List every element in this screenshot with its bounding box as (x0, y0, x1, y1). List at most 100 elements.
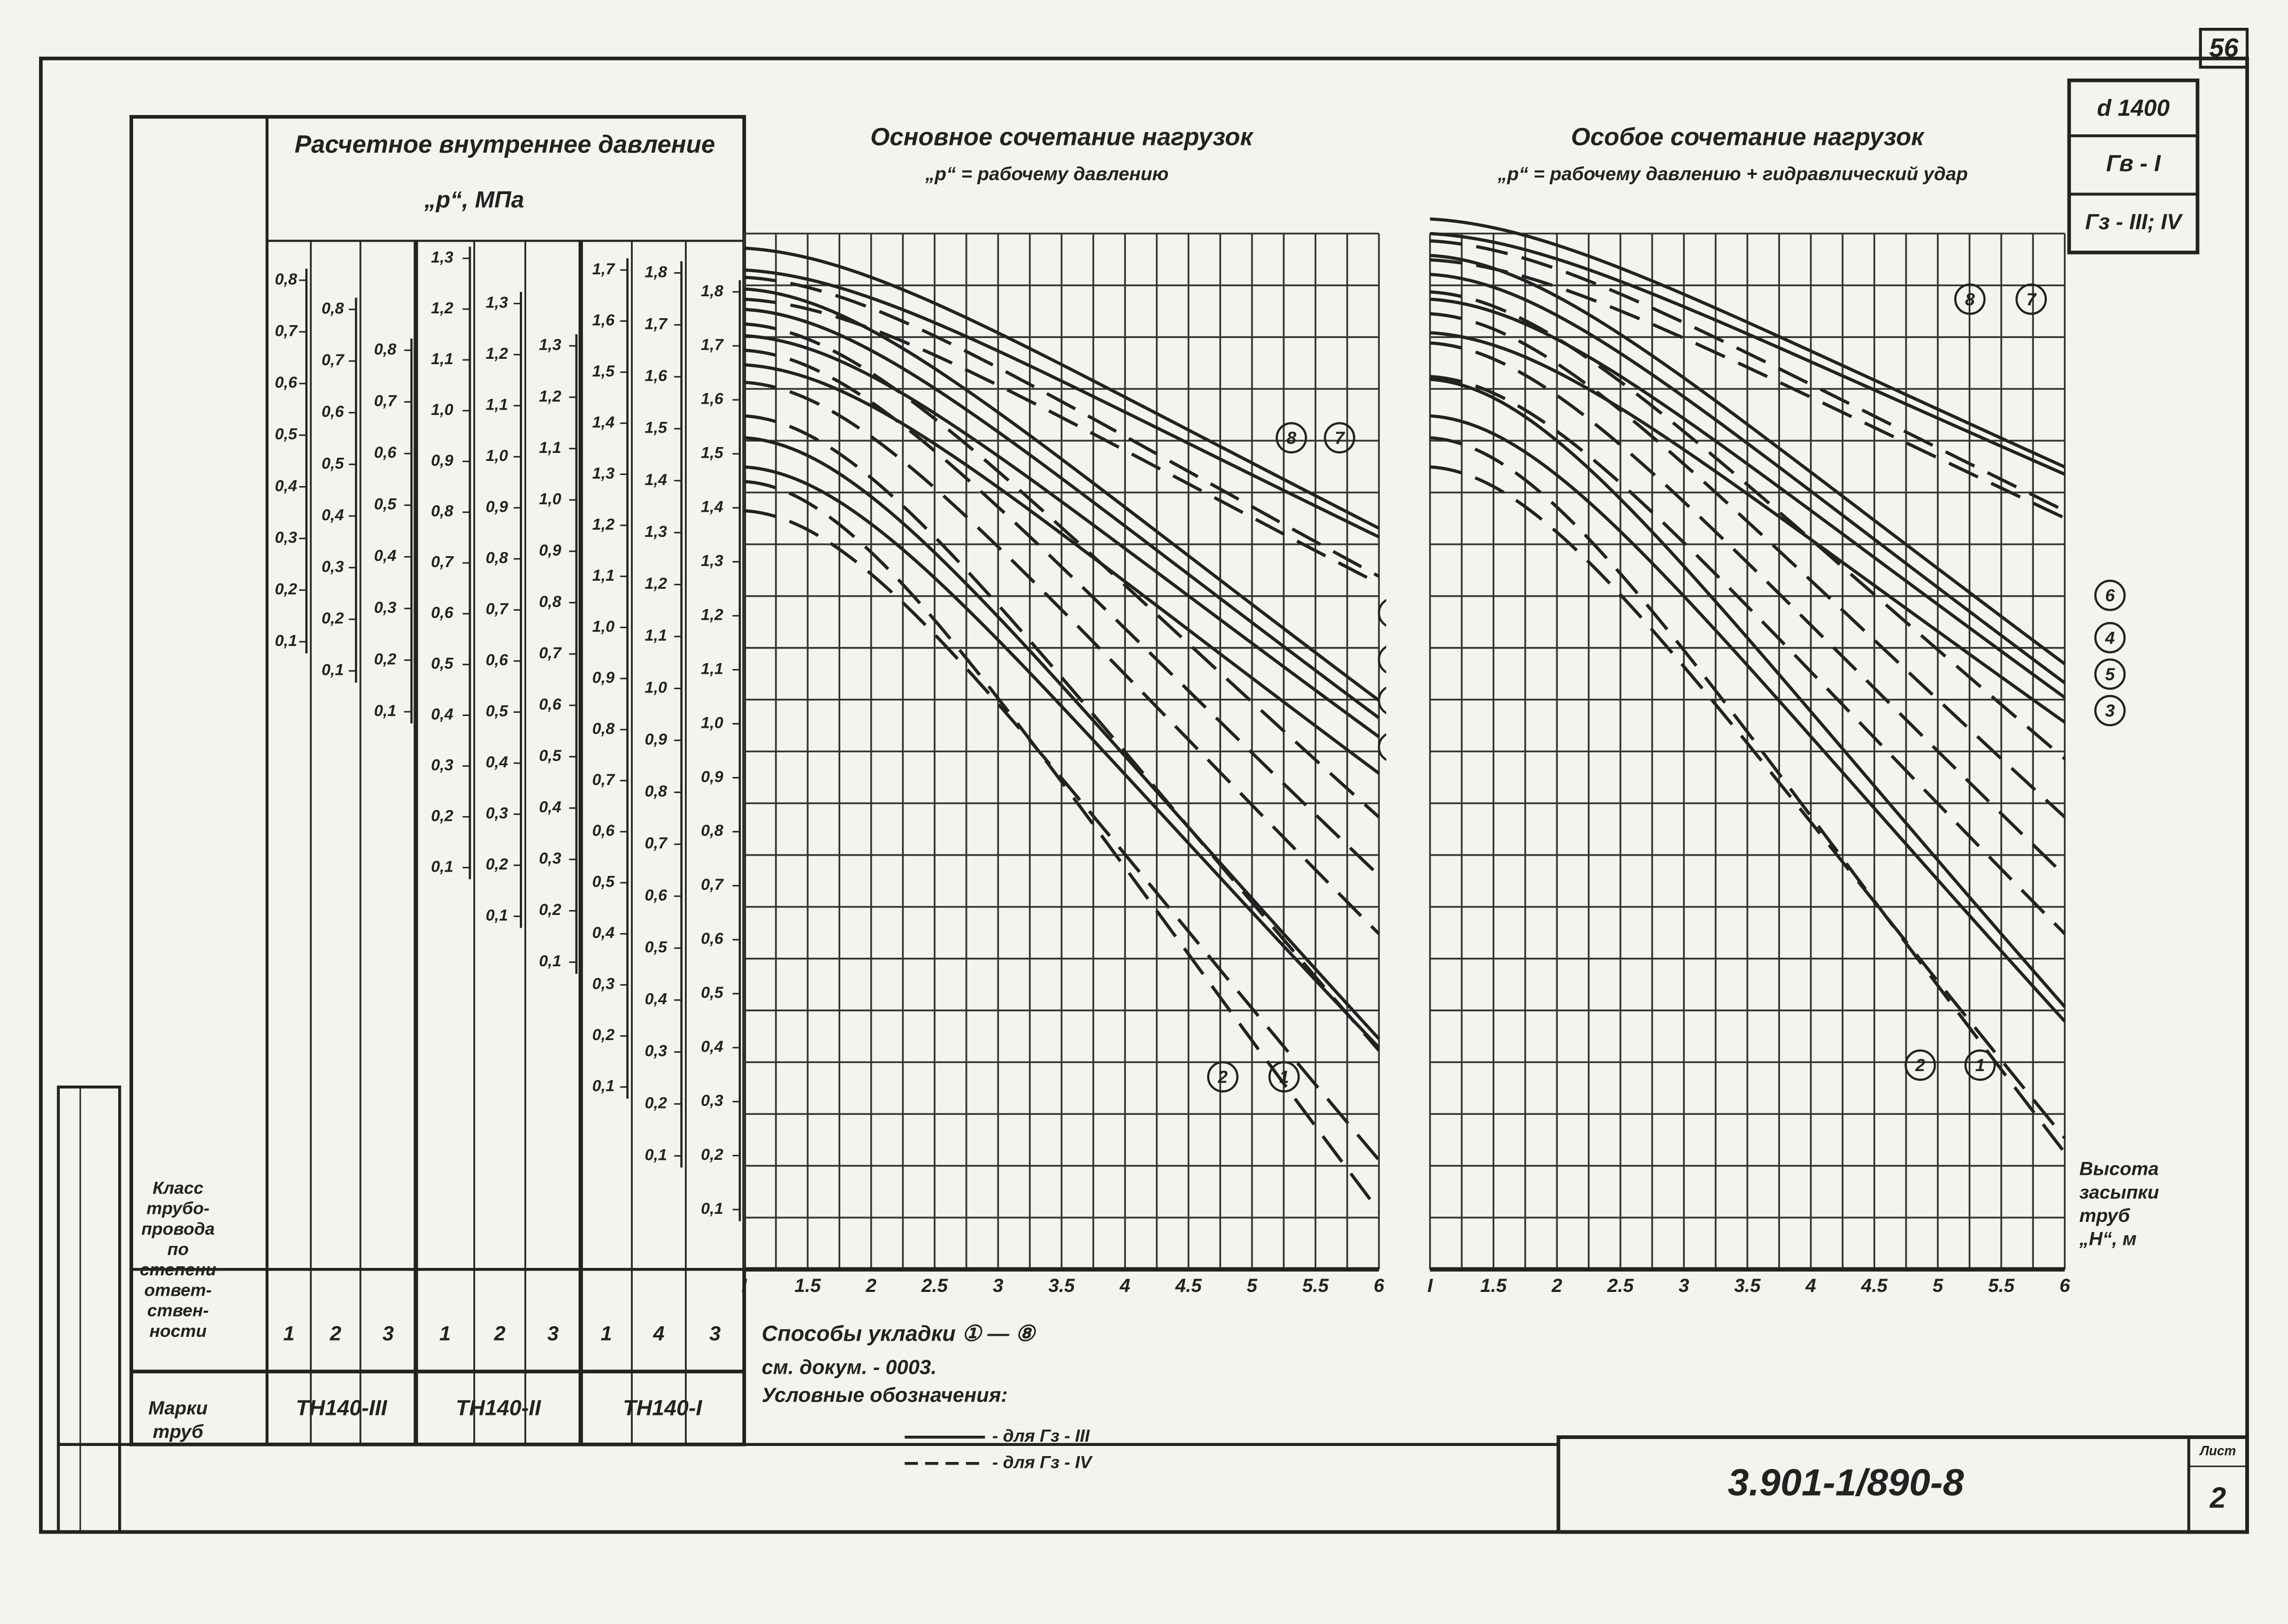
legend-text: - для Гз - III (992, 1426, 1090, 1445)
scale-label: 1,2 (701, 606, 724, 624)
curve-solid (744, 436, 1380, 1040)
scale-label: 0,3 (539, 850, 562, 867)
curve-solid (744, 334, 1380, 738)
class-label: ности (149, 1321, 206, 1341)
side-stamp (57, 1086, 121, 1534)
scale-label: 0,1 (645, 1146, 667, 1164)
scale-label: 0,2 (539, 901, 562, 919)
scale-label: 0,7 (701, 876, 724, 894)
scale-label: 0,4 (645, 990, 667, 1008)
scale-label: 0,8 (374, 341, 396, 358)
curve-dashed (744, 348, 1380, 877)
scale-label: 0,2 (374, 650, 396, 668)
x-label: 5 (1932, 1275, 1944, 1296)
curve-marker (1964, 1049, 1996, 1081)
scale-label: 0,5 (374, 496, 397, 513)
x-label: 2 (1551, 1275, 1562, 1296)
frame (39, 56, 2249, 1534)
scale-label: 0,9 (539, 542, 562, 559)
scale-label: 0,5 (539, 747, 562, 765)
mark-label: ТН140-III (296, 1396, 388, 1420)
class-number: 1 (283, 1322, 295, 1345)
scale-label: 1,3 (592, 465, 615, 482)
scale-label: 0,3 (592, 975, 615, 993)
scale-label: 0,8 (701, 822, 724, 840)
stamp-sheet-label: Лист (2199, 1444, 2236, 1458)
scale-label: 1,1 (431, 350, 454, 368)
scale-label: 0,7 (486, 601, 509, 618)
class-number: 4 (652, 1322, 664, 1345)
scale-label: 0,2 (701, 1146, 724, 1164)
scale-label: 0,8 (431, 503, 454, 520)
scale-label: 1,4 (645, 471, 667, 489)
scale-label: 0,7 (275, 322, 298, 340)
marks-label: труб (153, 1421, 204, 1442)
scale-label: 0,4 (431, 706, 454, 724)
chart-title: Основное сочетание нагрузок (870, 123, 1254, 151)
scale-label: 1,7 (592, 260, 615, 278)
scale-label: 0,8 (539, 593, 562, 611)
sheet-box (2199, 28, 2249, 69)
x-label: 4 (1805, 1275, 1816, 1296)
scale-label: 0,4 (486, 753, 508, 771)
curve-label: 4 (2105, 628, 2115, 648)
class-number: 3 (709, 1322, 720, 1345)
scale-label: 0,7 (431, 553, 454, 571)
curve-label: 8 (1965, 289, 1975, 309)
scale-label: 1,6 (645, 367, 667, 385)
scale-label: 0,4 (275, 477, 297, 495)
scale-label: 0,8 (275, 271, 297, 288)
curve-marker (2094, 695, 2126, 727)
x-label: 4.5 (1861, 1275, 1888, 1296)
axis-label: Высота (2079, 1158, 2159, 1180)
scale-label: 1,4 (701, 498, 724, 516)
x-label: 4.5 (1175, 1275, 1203, 1296)
curve-marker (2015, 283, 2047, 315)
scale-label: 0,6 (374, 444, 396, 461)
scale-label: 1,4 (592, 413, 615, 431)
scale-label: 0,6 (539, 696, 562, 713)
scale-label: 0,4 (592, 924, 615, 942)
x-label: I (742, 1275, 748, 1296)
class-number: 1 (440, 1322, 451, 1345)
scale-label: 0,1 (486, 906, 508, 924)
curve-solid (744, 465, 1380, 1049)
scale-label: 1,2 (645, 575, 667, 592)
scale-label: 0,8 (321, 300, 344, 318)
scale-label: 0,3 (701, 1092, 724, 1110)
curve-solid (1430, 378, 2066, 1008)
scale-label: 1,7 (645, 315, 668, 333)
scale-label: 0,7 (645, 835, 668, 852)
curve-solid (744, 307, 1380, 719)
scale-label: 1,3 (431, 249, 454, 266)
curve-marker (1207, 1061, 1239, 1093)
scale-label: 0,2 (431, 807, 454, 825)
scale-label: 0,5 (592, 873, 615, 891)
scale-label: 1,5 (645, 419, 668, 437)
scale-label: 0,9 (645, 730, 667, 748)
scale-label: 0,6 (592, 822, 615, 840)
scale-label: 0,2 (486, 856, 508, 873)
curve-dashed (1430, 465, 2066, 1140)
class-number: 2 (494, 1322, 505, 1345)
scale-label: 0,7 (592, 771, 615, 789)
scale-label: 1,1 (592, 567, 615, 584)
header-text: d 1400 (2097, 95, 2170, 121)
scale-label: 0,2 (645, 1094, 667, 1112)
chart-title: Особое сочетание нагрузок (1571, 123, 1925, 151)
mark-label: ТН140-I (623, 1396, 703, 1420)
scale-label: 0,2 (275, 580, 297, 598)
curve-dashed (744, 381, 1380, 935)
x-label: 2.5 (1607, 1275, 1634, 1296)
curve-dashed (744, 509, 1380, 1161)
axis-label: засыпки (2079, 1181, 2159, 1203)
scale-label: 0,6 (321, 403, 344, 421)
header-box (2067, 78, 2200, 255)
curve-dashed (1430, 375, 2066, 935)
x-label: 1.5 (794, 1275, 821, 1296)
class-label: трубо- (147, 1198, 210, 1218)
x-label: 3.5 (1734, 1275, 1762, 1296)
curve-dashed (744, 275, 1380, 578)
scale-label: 0,9 (486, 498, 508, 516)
